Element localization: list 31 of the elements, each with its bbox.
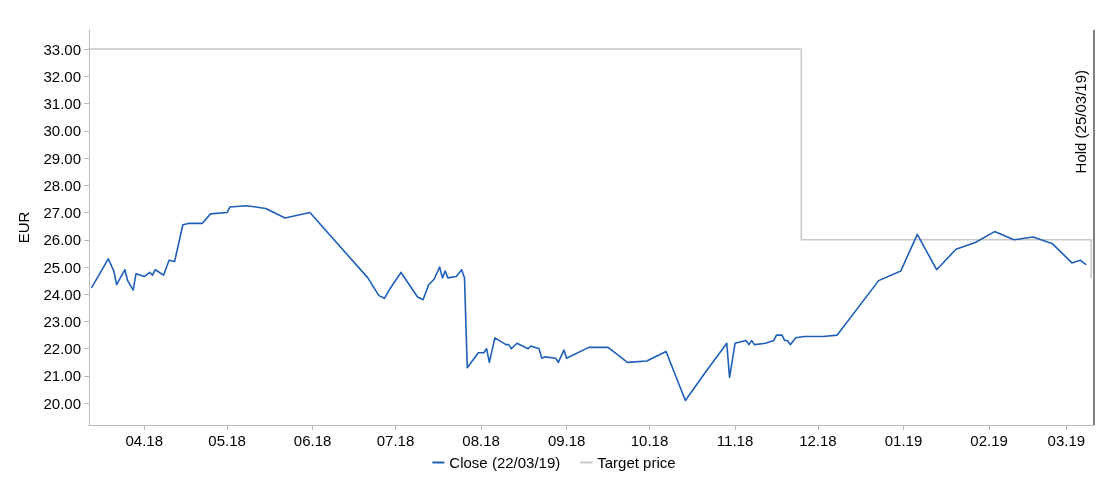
y-tick-label: 29.00	[43, 149, 81, 167]
x-tick-label: 02.19	[970, 432, 1008, 449]
x-tick-label: 12.18	[799, 432, 837, 449]
x-tick-label: 09.18	[547, 432, 586, 449]
legend-label: Target price	[597, 454, 676, 471]
x-tick-label: 10.18	[630, 432, 669, 449]
y-tick-label: 22.00	[43, 340, 81, 358]
y-tick-label: 24.00	[43, 285, 81, 303]
y-tick-label: 32.00	[43, 67, 81, 85]
x-tick-label: 11.18	[716, 432, 754, 449]
x-tick-label: 03.19	[1047, 432, 1086, 449]
y-tick-label: 28.00	[43, 176, 81, 194]
y-tick-label: 30.00	[43, 122, 81, 140]
y-tick-label: 27.00	[43, 204, 81, 222]
x-tick-label: 06.18	[293, 432, 332, 449]
y-tick-label: 25.00	[43, 258, 81, 276]
y-tick-label: 26.00	[43, 231, 81, 249]
line-series	[90, 204, 1087, 402]
x-tick-label: 05.18	[208, 432, 246, 449]
y-tick-label: 33.00	[43, 40, 81, 58]
y-tick-label: 31.00	[43, 95, 81, 113]
x-tick-label: 04.18	[125, 432, 163, 449]
x-tick-label: 01.19	[884, 432, 923, 449]
x-tick-label: 08.18	[462, 432, 500, 449]
y-tick-label: 21.00	[43, 367, 81, 385]
ref-line-label: Hold (25/03/19)	[1072, 70, 1089, 174]
legend-label: Close (22/03/19)	[449, 454, 561, 471]
y-tick-label: 20.00	[43, 394, 81, 412]
y-axis-title: EUR	[15, 211, 32, 244]
y-tick-label: 23.00	[43, 312, 81, 330]
x-tick-label: 07.18	[376, 432, 415, 449]
